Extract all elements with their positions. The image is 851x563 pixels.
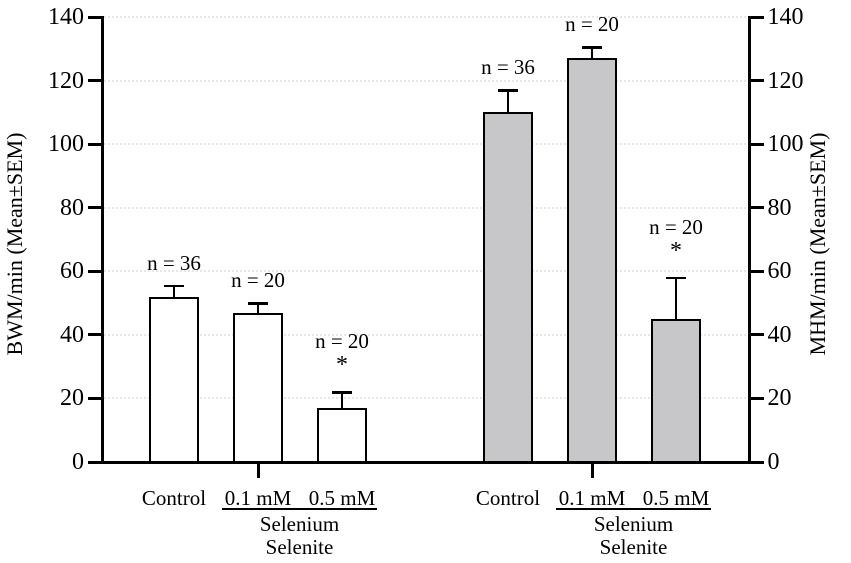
- error-bar-line: [590, 47, 594, 59]
- left-tick-label-80: 80: [60, 194, 84, 221]
- left-tick-label-0: 0: [72, 449, 84, 475]
- treatment-label-line2: Selenite: [599, 535, 668, 559]
- left-tick-label-20: 20: [60, 385, 84, 412]
- n-label: n = 20: [231, 268, 285, 293]
- right-tick-label-0: 0: [767, 449, 780, 475]
- left-tick-120: [88, 79, 101, 83]
- treatment-underline: [556, 508, 711, 511]
- right-tick-label-140: 140: [767, 4, 804, 30]
- x-axis: [88, 460, 764, 464]
- right-tick-40: [750, 333, 764, 337]
- bar-bwm-Control: [149, 296, 199, 463]
- bar-bwm-01mM: [233, 312, 283, 463]
- category-label-Control: Control: [141, 486, 207, 510]
- treatment-label-line1: Selenium: [593, 512, 674, 536]
- category-label-01mM: 0.1 mM: [224, 486, 292, 510]
- left-tick-140: [88, 15, 101, 19]
- left-tick-80: [88, 206, 101, 210]
- treatment-underline: [222, 508, 377, 511]
- n-label: n = 36: [481, 55, 535, 80]
- error-bar-cap: [248, 302, 268, 305]
- left-y-axis: [101, 15, 104, 464]
- significance-star: *: [336, 352, 348, 379]
- right-tick-140: [750, 15, 764, 19]
- left-tick-0: [88, 460, 101, 464]
- gridline-80: [101, 206, 750, 209]
- treatment-label-line2: Selenite: [265, 535, 334, 559]
- left-tick-label-60: 60: [60, 258, 84, 285]
- error-bar-cap: [666, 276, 686, 280]
- category-label-Control: Control: [475, 486, 541, 510]
- error-bar-cap: [332, 391, 352, 394]
- right-tick-80: [750, 206, 764, 210]
- error-bar-line: [506, 90, 510, 113]
- right-tick-label-40: 40: [767, 321, 792, 348]
- bar-mhm-05mM: [651, 318, 701, 463]
- error-bar-cap: [582, 46, 602, 49]
- category-label-01mM: 0.1 mM: [558, 486, 626, 510]
- left-tick-label-100: 100: [48, 131, 84, 158]
- left-tick-label-40: 40: [60, 321, 84, 348]
- right-tick-label-20: 20: [767, 385, 792, 412]
- right-tick-20: [750, 396, 764, 400]
- group-tick: [590, 463, 594, 478]
- n-label: n = 20: [649, 214, 703, 239]
- category-label-05mM: 0.5 mM: [642, 486, 710, 510]
- left-tick-20: [88, 396, 101, 400]
- right-tick-60: [750, 269, 764, 273]
- left-tick-label-140: 140: [48, 4, 84, 30]
- category-label-05mM: 0.5 mM: [308, 486, 376, 510]
- left-tick-100: [88, 142, 101, 146]
- right-y-axis: [747, 15, 751, 464]
- bar-bwm-05mM: [317, 407, 367, 463]
- bar-mhm-Control: [483, 112, 533, 463]
- treatment-label-line1: Selenium: [259, 512, 340, 536]
- right-tick-label-80: 80: [767, 194, 792, 221]
- n-label: n = 36: [147, 250, 201, 275]
- gridline-60: [101, 270, 750, 273]
- left-tick-40: [88, 333, 101, 337]
- right-tick-100: [750, 142, 764, 146]
- right-tick-label-120: 120: [767, 67, 804, 94]
- left-tick-60: [88, 269, 101, 273]
- gridline-40: [101, 333, 750, 336]
- gridline-20: [101, 397, 750, 400]
- gridline-100: [101, 143, 750, 146]
- n-label: n = 20: [565, 12, 619, 37]
- gridline-140: [101, 16, 750, 18]
- group-tick: [256, 463, 260, 478]
- error-bar-line: [674, 277, 678, 319]
- error-bar-line: [172, 285, 176, 297]
- right-tick-120: [750, 79, 764, 83]
- error-bar-line: [256, 303, 260, 313]
- error-bar-cap: [164, 284, 184, 288]
- left-tick-label-120: 120: [48, 67, 84, 94]
- right-tick-label-60: 60: [767, 258, 792, 285]
- right-tick-0: [750, 460, 764, 464]
- bar-mhm-01mM: [567, 58, 617, 463]
- error-bar-cap: [498, 89, 518, 92]
- gridline-120: [101, 79, 750, 82]
- n-label: n = 20: [315, 329, 369, 354]
- significance-star: *: [670, 237, 682, 264]
- error-bar-line: [340, 392, 344, 408]
- right-tick-label-100: 100: [767, 131, 804, 158]
